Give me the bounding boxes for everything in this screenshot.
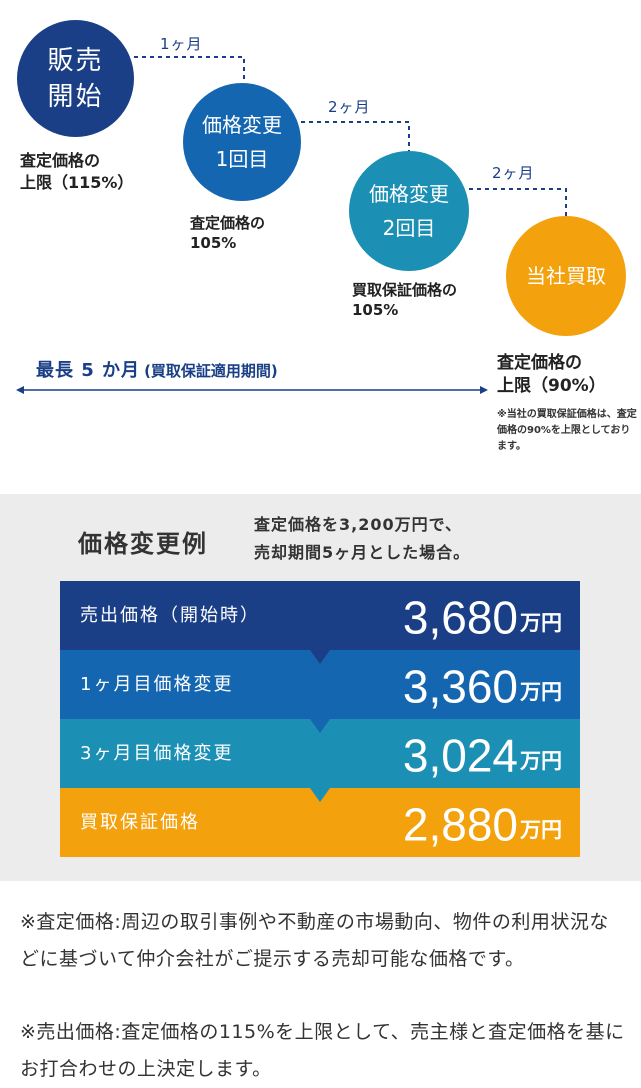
connector-1 bbox=[134, 56, 245, 83]
stage-circle-price-change-2: 価格変更 2回目 bbox=[349, 151, 469, 271]
span-label-sub: (買取保証適用期間) bbox=[144, 362, 278, 380]
stage-caption-price-change-2: 買取保証価格の 105% bbox=[352, 281, 458, 319]
price-row-label: 買取保証価格 bbox=[80, 812, 200, 833]
span-label-main: 最長 5 か月 bbox=[36, 360, 141, 381]
timeline-connectors bbox=[16, 56, 567, 394]
stage-caption-price-change-1: 査定価格の 105% bbox=[190, 214, 266, 252]
example-title: 価格変更例 bbox=[78, 530, 208, 558]
span-label: 最長 5 か月 (買取保証適用期間) bbox=[36, 356, 278, 382]
interval-label-1: 1ヶ月 bbox=[160, 35, 203, 53]
buyout-note: ※当社の買取保証価格は、査定価格の90%を上限としております。 bbox=[497, 409, 637, 452]
row-divider-arrow-2 bbox=[310, 719, 330, 733]
footnote-appraisal-price: ※査定価格:周辺の取引事例や不動産の市場動向、物件の利用状況などに基づいて仲介会… bbox=[20, 911, 609, 970]
price-row-label: 1ヶ月目価格変更 bbox=[80, 674, 234, 695]
footnote-listing-price: ※売出価格:査定価格の115%を上限として、売主様と査定価格を基にお打合わせの上… bbox=[20, 1021, 625, 1080]
stage-caption-sale-start: 査定価格の 上限（115%） bbox=[20, 151, 134, 192]
stage-caption-company-buyout: 査定価格の 上限（90%） bbox=[497, 353, 606, 396]
interval-label-3: 2ヶ月 bbox=[492, 164, 535, 182]
stage-circle-sale-start: 販売 開始 bbox=[17, 20, 134, 137]
example-subtitle: 査定価格を3,200万円で、 売却期間5ヶ月とした場合。 bbox=[254, 515, 471, 562]
connector-3 bbox=[469, 188, 567, 216]
price-row-label: 売出価格（開始時） bbox=[80, 605, 260, 626]
interval-label-2: 2ヶ月 bbox=[328, 98, 371, 116]
price-row-initial: 売出価格（開始時） 3,680万円 bbox=[60, 581, 580, 650]
stage-circle-company-buyout: 当社買取 bbox=[506, 216, 626, 336]
row-divider-arrow-1 bbox=[310, 650, 330, 664]
span-arrow bbox=[16, 386, 488, 394]
price-row-value: 3,680万円 bbox=[402, 591, 562, 644]
row-divider-arrow-3 bbox=[310, 788, 330, 802]
stage-circle-price-change-1: 価格変更 1回目 bbox=[183, 83, 301, 201]
price-row-value: 2,880万円 bbox=[402, 798, 562, 851]
connector-2 bbox=[301, 121, 410, 151]
price-row-value: 3,360万円 bbox=[402, 660, 562, 713]
price-row-value: 3,024万円 bbox=[402, 729, 562, 782]
price-row-label: 3ヶ月目価格変更 bbox=[80, 743, 234, 764]
